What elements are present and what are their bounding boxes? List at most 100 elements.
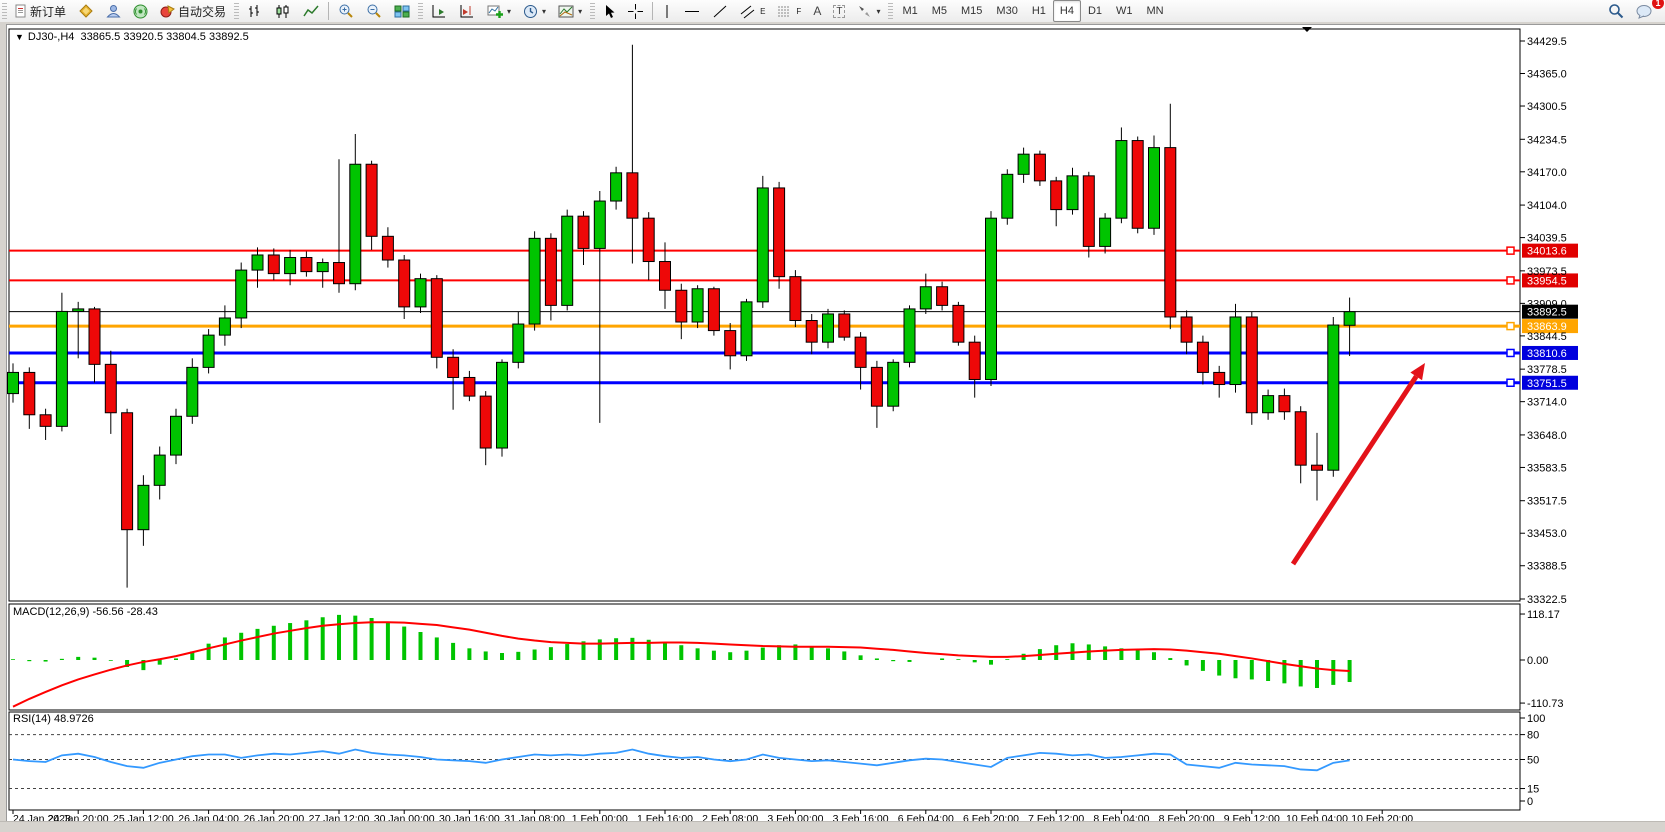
- candle-body[interactable]: [316, 262, 329, 273]
- text-label-button[interactable]: T: [827, 0, 851, 22]
- candle-body[interactable]: [398, 259, 411, 308]
- toolbar-grip[interactable]: [418, 3, 424, 19]
- candle-body[interactable]: [1099, 217, 1112, 247]
- toolbar-grip[interactable]: [590, 3, 596, 19]
- candle-body[interactable]: [365, 163, 378, 237]
- cursor-button[interactable]: [597, 0, 622, 22]
- toolbar-grip[interactable]: [234, 3, 240, 19]
- candle-body[interactable]: [39, 414, 52, 427]
- hline-marker[interactable]: [1506, 348, 1515, 358]
- crosshair-button[interactable]: [622, 0, 649, 22]
- candle-body[interactable]: [1311, 464, 1323, 471]
- candle-body[interactable]: [202, 334, 215, 368]
- hline-marker[interactable]: [1506, 246, 1515, 255]
- candle-body[interactable]: [1066, 175, 1079, 211]
- timeframe-m1[interactable]: M1: [902, 5, 918, 17]
- trendline-button[interactable]: [706, 0, 734, 22]
- candle-body[interactable]: [1001, 173, 1014, 219]
- timeframe-w1[interactable]: W1: [1116, 5, 1133, 17]
- candle-body[interactable]: [1196, 341, 1209, 373]
- auto-trading-button[interactable]: 自动交易: [154, 0, 232, 22]
- candle-body[interactable]: [430, 278, 443, 358]
- candle-body[interactable]: [642, 217, 655, 263]
- vertical-line-button[interactable]: [656, 0, 678, 22]
- candle-body[interactable]: [870, 366, 883, 407]
- scroll-to-end-icon[interactable]: [1302, 27, 1312, 32]
- candle-body[interactable]: [822, 313, 834, 343]
- candle-body[interactable]: [919, 286, 932, 310]
- toolbar-grip[interactable]: [888, 3, 894, 19]
- candle-body[interactable]: [561, 215, 574, 306]
- candle-body[interactable]: [300, 256, 313, 273]
- text-button[interactable]: A: [807, 0, 827, 22]
- candle-body[interactable]: [1131, 140, 1144, 229]
- timeframe-m5[interactable]: M5: [931, 5, 948, 17]
- candle-body[interactable]: [838, 313, 851, 338]
- trend-arrow-line[interactable]: [1290, 375, 1419, 566]
- candle-body[interactable]: [1115, 140, 1128, 219]
- templates-button[interactable]: ▾: [552, 0, 588, 22]
- candle-body[interactable]: [104, 363, 117, 414]
- fibonacci-button[interactable]: F: [771, 0, 807, 22]
- candle-body[interactable]: [773, 187, 786, 278]
- candle-body[interactable]: [349, 163, 362, 285]
- candle-body[interactable]: [659, 261, 671, 291]
- notifications-button[interactable]: 1: [1630, 0, 1664, 22]
- candle-body[interactable]: [170, 415, 182, 456]
- candle-body[interactable]: [724, 330, 737, 357]
- search-button[interactable]: [1602, 0, 1630, 22]
- candle-body[interactable]: [936, 286, 949, 306]
- candle-body[interactable]: [267, 254, 280, 275]
- zoom-in-button[interactable]: [332, 0, 360, 22]
- timeframe-mn[interactable]: MN: [1146, 5, 1164, 17]
- chart-canvas[interactable]: 34013.6 33954.5 33892.5 33863.9 33810.6 33751…: [7, 25, 1665, 823]
- candle-body[interactable]: [675, 289, 688, 323]
- market-watch-button[interactable]: [72, 0, 100, 22]
- candle-body[interactable]: [251, 254, 264, 271]
- candle-body[interactable]: [496, 361, 508, 449]
- candle-body[interactable]: [1033, 153, 1046, 182]
- candle-body[interactable]: [55, 310, 68, 427]
- signals-button[interactable]: [127, 0, 154, 22]
- candle-body[interactable]: [1327, 324, 1340, 471]
- candle-body[interactable]: [789, 276, 802, 322]
- toolbar-grip[interactable]: [2, 3, 7, 19]
- candle-body[interactable]: [610, 172, 623, 202]
- candle-body[interactable]: [707, 288, 720, 332]
- candle-body[interactable]: [1164, 147, 1177, 318]
- candle-body[interactable]: [528, 237, 541, 325]
- candle-body[interactable]: [284, 256, 297, 275]
- candle-body[interactable]: [1017, 153, 1030, 175]
- candle-body[interactable]: [121, 412, 134, 531]
- candle-body[interactable]: [544, 237, 557, 306]
- candle-body[interactable]: [512, 323, 525, 363]
- candle-body[interactable]: [235, 269, 248, 319]
- zoom-out-button[interactable]: [360, 0, 388, 22]
- candle-body[interactable]: [333, 262, 345, 285]
- candle-body[interactable]: [1148, 147, 1160, 229]
- candle-body[interactable]: [854, 336, 867, 368]
- candle-body[interactable]: [626, 172, 639, 219]
- tile-windows-button[interactable]: [388, 0, 416, 22]
- candle-body[interactable]: [153, 454, 166, 486]
- horizontal-line-button[interactable]: [678, 0, 706, 22]
- candle-body[interactable]: [577, 215, 590, 249]
- candle-body[interactable]: [952, 304, 965, 343]
- timeframe-m30[interactable]: M30: [996, 5, 1018, 17]
- timeframe-h4[interactable]: H4: [1052, 0, 1081, 22]
- candle-body[interactable]: [447, 356, 460, 378]
- candle-body[interactable]: [740, 301, 753, 357]
- chart-shift-button[interactable]: [453, 0, 481, 22]
- indicators-button[interactable]: ▾: [481, 0, 517, 22]
- candle-body[interactable]: [1245, 316, 1258, 414]
- line-chart-button[interactable]: [297, 0, 325, 22]
- candle-body[interactable]: [218, 317, 231, 336]
- candle-body[interactable]: [968, 341, 981, 380]
- candlestick-chart-button[interactable]: [269, 0, 297, 22]
- candle-body[interactable]: [593, 200, 606, 249]
- candle-body[interactable]: [463, 376, 476, 397]
- candle-body[interactable]: [985, 217, 997, 380]
- chart-expander-icon[interactable]: ▼: [15, 32, 24, 42]
- candle-body[interactable]: [691, 288, 704, 323]
- candle-body[interactable]: [1180, 316, 1193, 343]
